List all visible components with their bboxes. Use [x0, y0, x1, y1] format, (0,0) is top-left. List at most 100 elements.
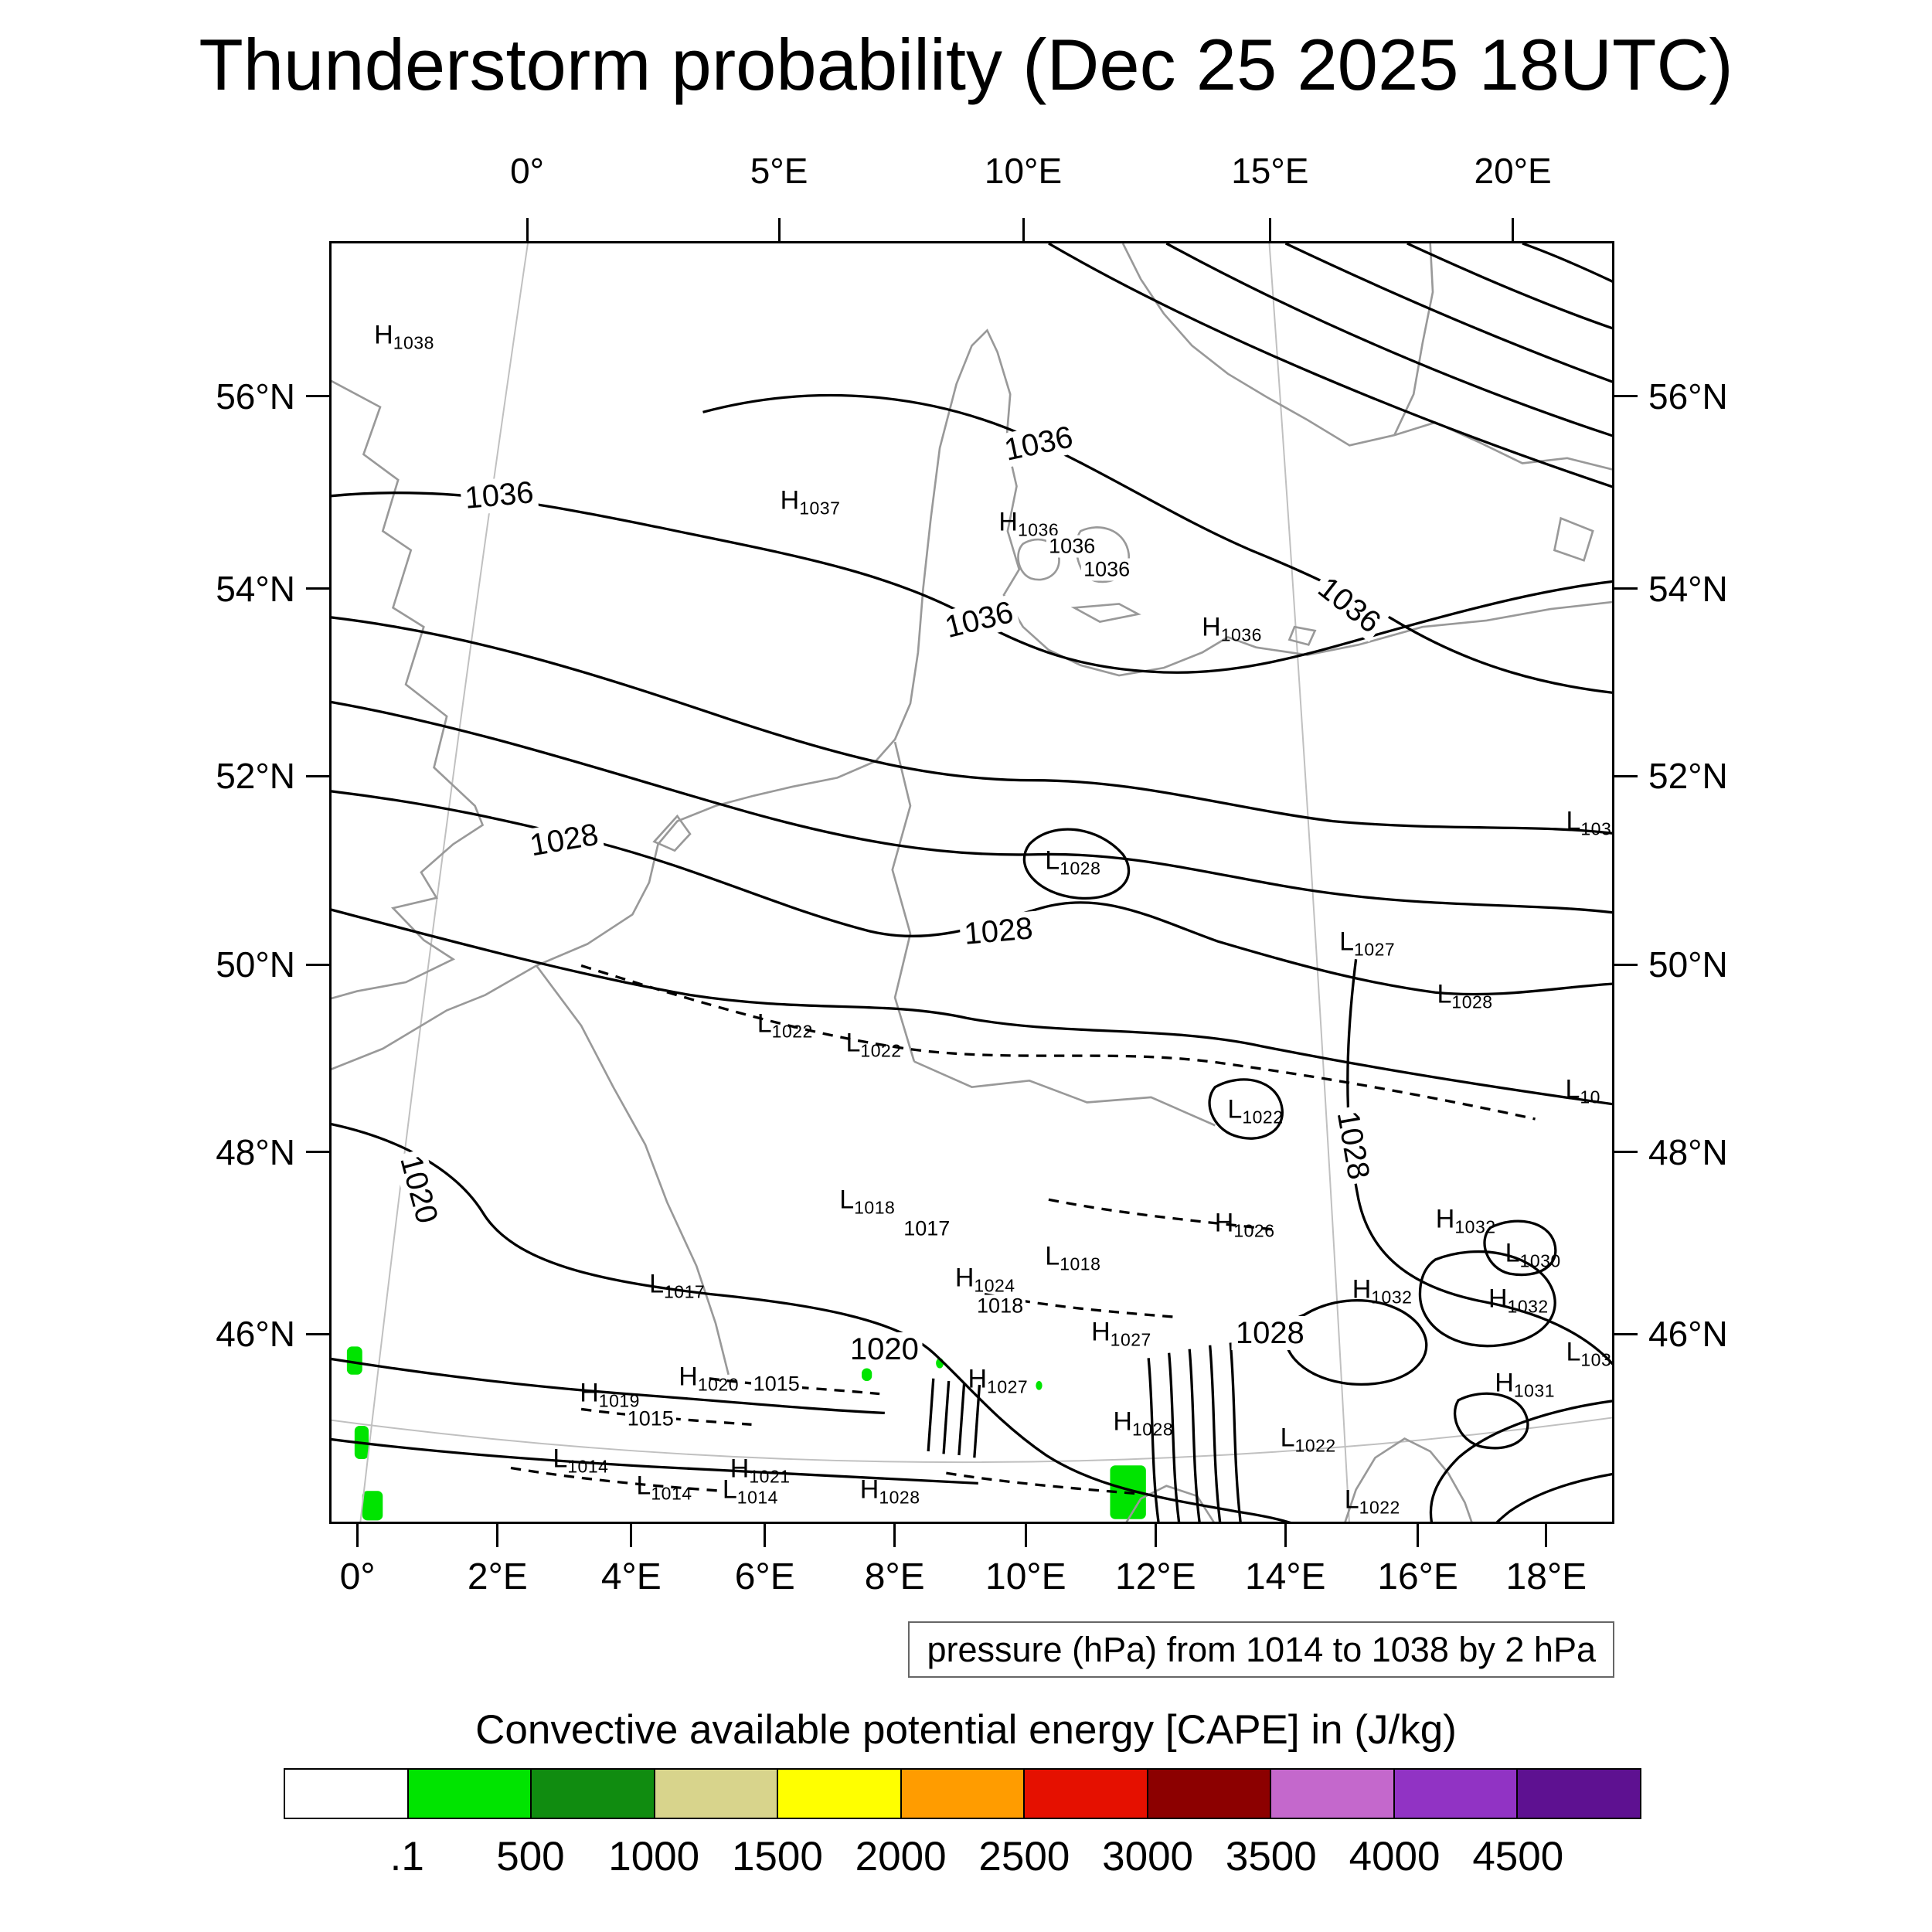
- cape-colorbar-cell-5: [901, 1770, 1026, 1818]
- axis-label-right: 48°N: [1648, 1131, 1728, 1172]
- isobar-ne: [1406, 243, 1612, 330]
- cape-shading-layer: [346, 1346, 1146, 1521]
- isobar-dense: [1168, 1352, 1181, 1522]
- isobar-sw: [332, 1437, 978, 1485]
- axis-tick-bottom: [764, 1524, 767, 1547]
- axis-label-top: 0°: [510, 151, 545, 191]
- chart-title: Thunderstorm probability (Dec 25 2025 18…: [199, 24, 1733, 105]
- coastline-island: [1017, 538, 1060, 581]
- axis-label-bottom: 14°E: [1244, 1556, 1326, 1597]
- cape-colorbar-tick-label: 3500: [1225, 1834, 1317, 1879]
- isobar-loop: [1284, 1299, 1428, 1386]
- isobar-loop: [1208, 1078, 1284, 1140]
- axis-label-left: 50°N: [216, 944, 295, 985]
- axis-tick-left: [306, 395, 329, 398]
- cape-spot: [346, 1346, 362, 1375]
- axis-tick-left: [306, 587, 329, 590]
- axis-label-bottom: 16°E: [1377, 1556, 1458, 1597]
- cape-colorbar-title: Convective available potential energy [C…: [475, 1707, 1457, 1753]
- cape-colorbar-cell-1: [408, 1770, 532, 1818]
- isobar-1015-dashed: [709, 1377, 880, 1396]
- isobar-1036: [332, 491, 1612, 674]
- coastline-lake: [652, 814, 692, 852]
- axis-label-left: 54°N: [216, 568, 295, 609]
- map-canvas: [332, 243, 1612, 1522]
- isobar-1015-dashed: [580, 1407, 752, 1426]
- axis-tick-top: [526, 218, 529, 241]
- meridian-line: [359, 243, 529, 1522]
- axis-tick-right: [1614, 395, 1638, 398]
- isobar-dense: [1209, 1345, 1222, 1522]
- axis-label-top: 15°E: [1231, 151, 1309, 191]
- isobar-1036-ridge: [702, 393, 1612, 694]
- isobar-dense: [1188, 1349, 1201, 1522]
- axis-tick-right: [1614, 1332, 1638, 1335]
- country-border: [913, 1060, 1216, 1127]
- isobar-dense: [1229, 1342, 1242, 1522]
- cape-colorbar-cell-8: [1271, 1770, 1395, 1818]
- coastline-layer: [332, 243, 1612, 1522]
- coastline-island: [1070, 603, 1141, 623]
- axis-label-bottom: 6°E: [734, 1556, 795, 1597]
- isobar-1028-vertical: [1346, 959, 1612, 1366]
- axis-tick-right: [1614, 1151, 1638, 1154]
- axis-label-top: 20°E: [1474, 151, 1552, 191]
- axis-label-left: 46°N: [216, 1314, 295, 1355]
- isobar-loop: [1022, 828, 1131, 900]
- isobar-layer: [332, 243, 1612, 1522]
- isobar-1030: [332, 700, 1612, 914]
- cape-colorbar-tick-label: 500: [496, 1834, 565, 1879]
- axis-tick-bottom: [356, 1524, 359, 1547]
- map-plot-area: [329, 241, 1614, 1524]
- country-border: [891, 741, 916, 1062]
- isobar-dense: [942, 1380, 951, 1454]
- isobar-ne: [1165, 243, 1612, 437]
- cape-spot: [861, 1368, 872, 1382]
- cape-colorbar-tick-label: 2500: [978, 1834, 1070, 1879]
- axis-tick-top: [1268, 218, 1271, 241]
- cape-colorbar-tick-label: .1: [389, 1834, 424, 1879]
- isobar-ne: [1048, 243, 1612, 488]
- axis-tick-left: [306, 1151, 329, 1154]
- cape-colorbar-cell-7: [1148, 1770, 1272, 1818]
- axis-tick-bottom: [1545, 1524, 1548, 1547]
- isobar-1032: [332, 616, 1612, 835]
- cape-colorbar-cell-10: [1518, 1770, 1641, 1818]
- isobar-loop: [1418, 1250, 1556, 1348]
- axis-tick-right: [1614, 774, 1638, 777]
- coastline-britain: [332, 379, 485, 1000]
- isobar-ne: [1522, 243, 1612, 283]
- axis-label-right: 52°N: [1648, 756, 1728, 797]
- cape-spot: [362, 1491, 383, 1521]
- axis-label-top: 5°E: [750, 151, 808, 191]
- axis-tick-left: [306, 1332, 329, 1335]
- cape-colorbar-cell-9: [1394, 1770, 1519, 1818]
- isobar-se: [1495, 1472, 1612, 1522]
- axis-label-top: 10°E: [984, 151, 1063, 191]
- isobar-loop: [1483, 1219, 1557, 1277]
- coastline-continent: [332, 328, 1612, 1070]
- isobar-ne: [1284, 243, 1612, 383]
- axis-label-left: 48°N: [216, 1131, 295, 1172]
- pressure-caption-box: pressure (hPa) from 1014 to 1038 by 2 hP…: [908, 1621, 1614, 1678]
- axis-tick-bottom: [1024, 1524, 1027, 1547]
- axis-label-bottom: 2°E: [467, 1556, 528, 1597]
- axis-tick-right: [1614, 587, 1638, 590]
- cape-colorbar-cell-2: [532, 1770, 655, 1818]
- coastline-island: [1287, 625, 1317, 646]
- graticule-layer: [332, 243, 1612, 1522]
- isobar-1017-dashed: [1048, 1198, 1280, 1232]
- axis-label-right: 50°N: [1648, 944, 1728, 985]
- axis-tick-bottom: [1417, 1524, 1420, 1547]
- axis-tick-top: [777, 218, 781, 241]
- coastline-island: [1553, 516, 1594, 562]
- cape-colorbar: [284, 1768, 1641, 1819]
- cape-colorbar-tick-label: 4000: [1349, 1834, 1440, 1879]
- isobar-1026: [332, 908, 1612, 1106]
- cape-colorbar-tick-label: 4500: [1472, 1834, 1564, 1879]
- axis-tick-left: [306, 963, 329, 966]
- axis-tick-top: [1022, 218, 1025, 241]
- axis-label-right: 46°N: [1648, 1314, 1728, 1355]
- isobar-dense: [957, 1383, 966, 1456]
